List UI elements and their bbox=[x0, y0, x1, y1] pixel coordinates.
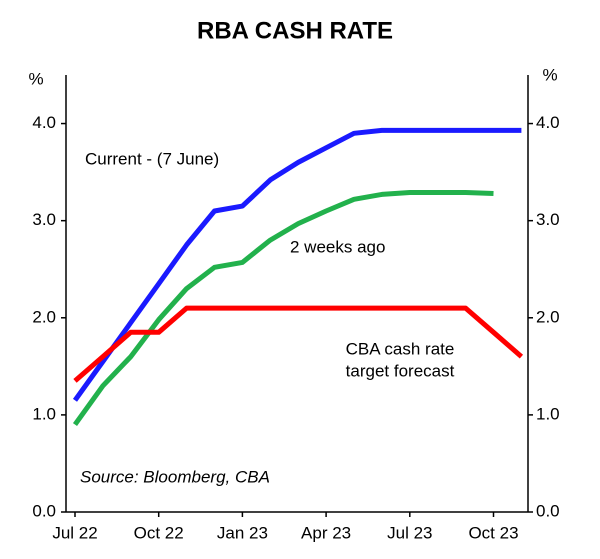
y2-unit: % bbox=[542, 65, 557, 84]
y2-tick-label: 4.0 bbox=[536, 113, 560, 132]
x-tick-label: Jul 23 bbox=[387, 523, 432, 542]
chart-title: RBA CASH RATE bbox=[197, 17, 393, 44]
y-tick-label: 4.0 bbox=[32, 113, 56, 132]
series-label: Current - (7 June) bbox=[85, 149, 219, 168]
x-tick-label: Apr 23 bbox=[301, 523, 351, 542]
series-label: 2 weeks ago bbox=[290, 237, 385, 256]
series-line bbox=[72, 190, 494, 427]
x-tick-label: Oct 23 bbox=[468, 523, 518, 542]
x-tick-label: Oct 22 bbox=[134, 523, 184, 542]
series-label: CBA cash rate bbox=[346, 339, 455, 358]
x-tick-label: Jul 22 bbox=[52, 523, 97, 542]
y-tick-label: 0.0 bbox=[32, 501, 56, 520]
y2-tick-label: 2.0 bbox=[536, 307, 560, 326]
y-tick-label: 3.0 bbox=[32, 210, 56, 229]
y2-tick-label: 0.0 bbox=[536, 501, 560, 520]
source-note: Source: Bloomberg, CBA bbox=[80, 467, 270, 486]
series-line bbox=[73, 305, 524, 383]
series-label: target forecast bbox=[346, 361, 455, 380]
y-tick-label: 2.0 bbox=[32, 307, 56, 326]
series-line bbox=[72, 127, 522, 402]
x-tick-label: Jan 23 bbox=[217, 523, 268, 542]
y2-tick-label: 3.0 bbox=[536, 210, 560, 229]
y2-tick-label: 1.0 bbox=[536, 404, 560, 423]
y-unit: % bbox=[28, 69, 43, 88]
y-tick-label: 1.0 bbox=[32, 404, 56, 423]
